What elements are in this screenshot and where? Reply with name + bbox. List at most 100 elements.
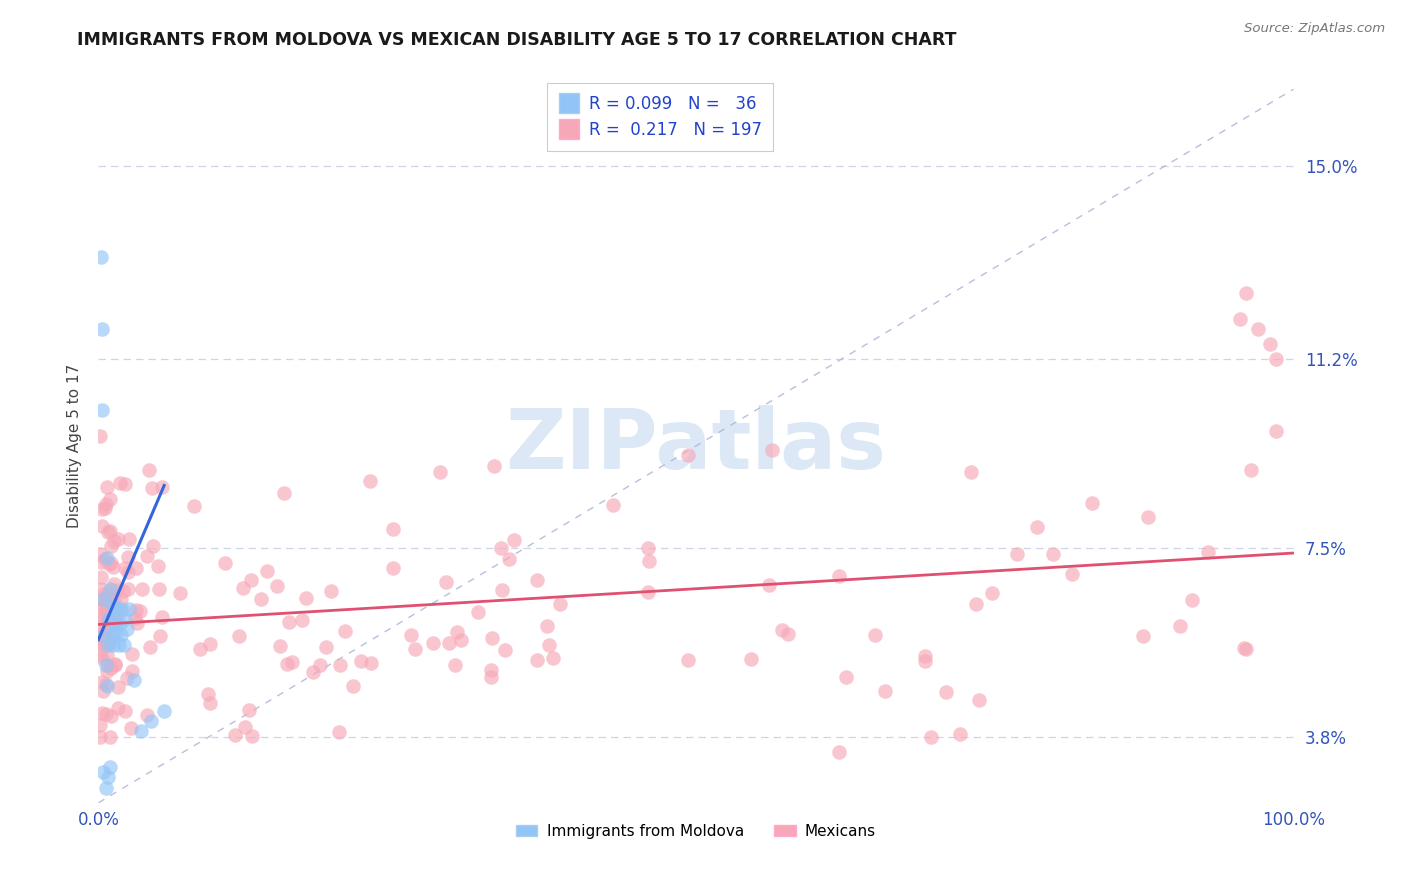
Point	[104, 611, 127, 625]
Point	[100, 539, 122, 553]
Point	[105, 617, 128, 632]
Point	[1233, 640, 1256, 655]
Point	[94, 603, 117, 617]
Point	[920, 730, 942, 744]
Point	[740, 651, 762, 665]
Point	[129, 604, 152, 618]
Point	[873, 684, 896, 698]
Point	[111, 602, 134, 616]
Point	[758, 578, 780, 592]
Point	[110, 604, 132, 618]
Point	[104, 657, 127, 671]
Point	[94, 594, 117, 608]
Point	[602, 498, 624, 512]
Point	[121, 664, 143, 678]
Point	[90, 650, 112, 665]
Point	[89, 637, 111, 651]
Point	[108, 617, 131, 632]
Y-axis label: Disability Age 5 to 17: Disability Age 5 to 17	[66, 364, 82, 528]
Point	[91, 519, 114, 533]
Point	[197, 688, 219, 702]
Point	[96, 677, 118, 691]
Point	[97, 525, 120, 540]
Point	[125, 561, 148, 575]
Point	[863, 628, 886, 642]
Point	[315, 640, 337, 654]
Text: ZIPatlas: ZIPatlas	[506, 406, 886, 486]
Point	[1042, 547, 1064, 561]
Point	[188, 641, 211, 656]
Point	[1264, 352, 1286, 367]
Point	[1168, 619, 1191, 633]
Point	[94, 501, 117, 516]
Point	[90, 251, 112, 265]
Point	[240, 573, 263, 587]
Point	[103, 577, 125, 591]
Point	[98, 730, 121, 744]
Point	[94, 658, 117, 673]
Point	[828, 568, 851, 582]
Point	[965, 597, 987, 611]
Point	[101, 627, 124, 641]
Point	[90, 556, 112, 570]
Point	[89, 718, 111, 732]
Point	[150, 480, 173, 494]
Point	[91, 684, 114, 698]
Point	[98, 582, 122, 596]
Point	[446, 625, 468, 640]
Point	[117, 582, 139, 596]
Point	[169, 586, 191, 600]
Point	[149, 629, 172, 643]
Point	[1005, 547, 1028, 561]
Point	[100, 660, 122, 674]
Point	[676, 652, 699, 666]
Point	[295, 591, 318, 605]
Point	[482, 458, 505, 473]
Point	[770, 624, 793, 638]
Point	[200, 637, 222, 651]
Point	[198, 696, 221, 710]
Point	[233, 720, 256, 734]
Point	[93, 587, 115, 601]
Point	[89, 428, 111, 442]
Point	[266, 579, 288, 593]
Point	[637, 585, 659, 599]
Point	[94, 622, 117, 636]
Point	[94, 637, 117, 651]
Point	[637, 541, 659, 555]
Point	[107, 532, 129, 546]
Point	[503, 533, 526, 547]
Point	[828, 745, 851, 759]
Point	[90, 570, 112, 584]
Point	[103, 617, 125, 632]
Point	[121, 647, 143, 661]
Point	[97, 770, 120, 784]
Point	[228, 629, 250, 643]
Point	[281, 655, 304, 669]
Point	[138, 463, 160, 477]
Point	[148, 582, 170, 596]
Point	[105, 583, 128, 598]
Point	[526, 653, 548, 667]
Point	[124, 673, 146, 688]
Point	[1234, 642, 1257, 657]
Point	[100, 709, 122, 723]
Point	[100, 583, 122, 598]
Text: Source: ZipAtlas.com: Source: ZipAtlas.com	[1244, 22, 1385, 36]
Point	[914, 654, 936, 668]
Point	[98, 612, 122, 626]
Point	[94, 780, 117, 795]
Point	[914, 648, 936, 663]
Legend: Immigrants from Moldova, Mexicans: Immigrants from Moldova, Mexicans	[510, 818, 882, 845]
Point	[1229, 311, 1251, 326]
Point	[96, 551, 118, 566]
Point	[450, 632, 472, 647]
Point	[91, 322, 114, 336]
Point	[90, 675, 112, 690]
Point	[382, 522, 405, 536]
Point	[98, 630, 121, 644]
Point	[232, 581, 254, 595]
Point	[117, 532, 139, 546]
Point	[97, 638, 120, 652]
Point	[538, 638, 561, 652]
